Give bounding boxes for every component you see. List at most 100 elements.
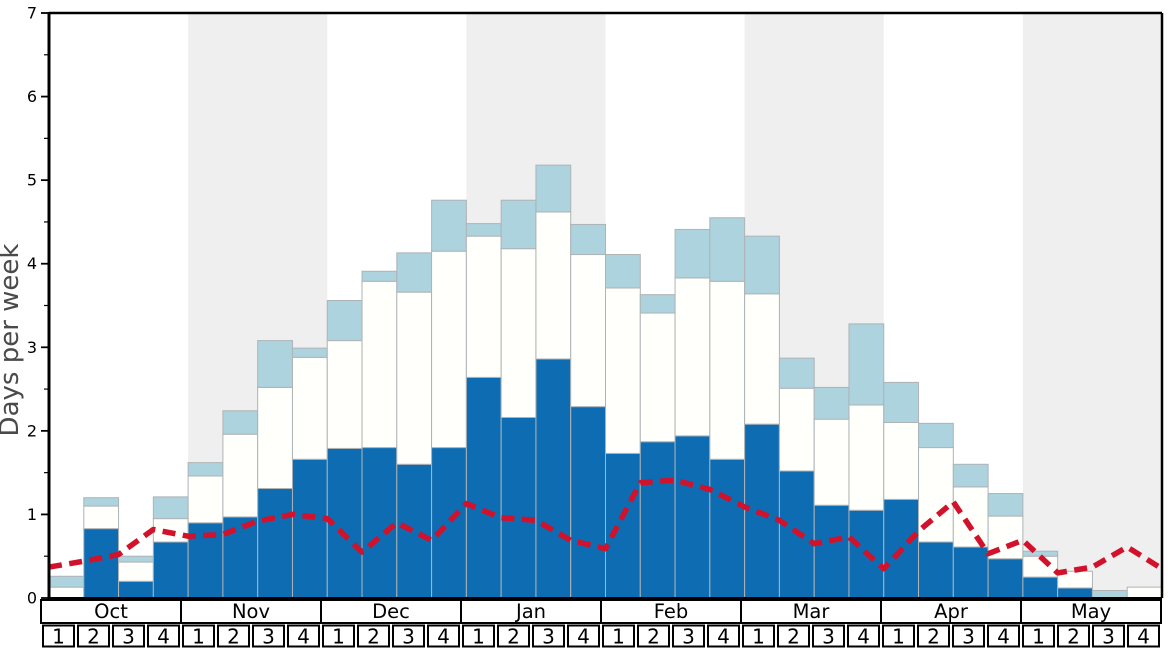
week-box-apr-4: [987, 624, 1020, 648]
bar-apr-wk4-light-blue-segment: [987, 493, 1024, 517]
week-box-oct-4: [147, 624, 180, 648]
bar-oct-wk4-dark-blue-segment: [152, 541, 189, 599]
week-label-oct-2: 2: [87, 625, 100, 648]
bar-oct-wk2-light-blue-segment: [83, 497, 120, 507]
bar-oct-wk3-light-blue-segment: [118, 555, 154, 563]
bar-dec-wk2-dark-blue-segment: [361, 447, 398, 599]
week-label-apr-2: 2: [927, 625, 940, 648]
bar-mar-wk1-light-blue-segment: [744, 235, 780, 295]
week-box-oct-1: [42, 624, 75, 648]
week-box-feb-3: [672, 624, 705, 648]
bar-mar-wk3-white-segment: [813, 418, 850, 506]
bar-nov-wk4-dark-blue-segment: [291, 458, 328, 599]
bar-jan-wk1-white-segment: [465, 235, 502, 378]
month-box-may: [1020, 599, 1162, 624]
month-label-apr: Apr: [934, 600, 969, 623]
bar-nov-wk3-white-segment: [257, 386, 293, 490]
bar-jan-wk1-dark-blue-segment: [465, 376, 502, 599]
month-label-mar: Mar: [793, 600, 831, 623]
bar-feb-wk1-light-blue-segment: [605, 254, 641, 289]
week-box-dec-4: [427, 624, 460, 648]
y-tick-label-2: 2: [27, 421, 37, 440]
y-tick-label-6: 6: [27, 87, 37, 106]
bar-dec-wk1-light-blue-segment: [326, 299, 363, 342]
bar-nov-wk4-light-blue-segment: [291, 347, 328, 358]
week-label-apr-1: 1: [892, 625, 905, 648]
week-label-oct-4: 4: [157, 625, 170, 648]
week-box-feb-4: [707, 624, 740, 648]
bar-apr-wk3-dark-blue-segment: [952, 546, 989, 599]
bar-nov-wk1-white-segment: [187, 475, 224, 524]
bar-mar-wk4-light-blue-segment: [848, 323, 885, 406]
week-box-nov-2: [217, 624, 250, 648]
week-label-apr-4: 4: [997, 625, 1010, 648]
week-box-dec-3: [392, 624, 425, 648]
bar-jan-wk1-light-blue-segment: [465, 223, 502, 237]
bar-feb-wk2-white-segment: [639, 312, 676, 443]
week-label-may-1: 1: [1032, 625, 1045, 648]
shaded-band-may: [1022, 14, 1162, 598]
week-box-feb-2: [637, 624, 670, 648]
week-box-may-4: [1127, 624, 1160, 648]
bar-nov-wk3-light-blue-segment: [257, 340, 293, 388]
bar-dec-wk4-dark-blue-segment: [431, 447, 467, 599]
bar-feb-wk2-light-blue-segment: [639, 294, 676, 314]
week-box-mar-1: [742, 624, 775, 648]
bar-apr-wk4-dark-blue-segment: [987, 558, 1024, 599]
bar-dec-wk2-light-blue-segment: [361, 270, 398, 282]
bar-may-wk1-light-blue-segment: [1022, 550, 1059, 557]
bar-oct-wk2-white-segment: [83, 505, 120, 530]
week-box-dec-1: [322, 624, 355, 648]
bar-nov-wk2-white-segment: [222, 433, 259, 518]
bar-apr-wk1-light-blue-segment: [883, 381, 920, 424]
bar-oct-wk3-white-segment: [118, 561, 154, 582]
y-axis-title: Days per week: [0, 244, 25, 437]
month-label-oct: Oct: [94, 600, 128, 623]
week-label-nov-3: 3: [262, 625, 275, 648]
bar-may-wk4-white-segment: [1126, 586, 1163, 599]
bar-nov-wk1-light-blue-segment: [187, 462, 224, 477]
month-label-dec: Dec: [372, 600, 410, 623]
month-label-feb: Feb: [654, 600, 689, 623]
y-tick-label-0: 0: [27, 589, 37, 608]
bar-nov-wk2-dark-blue-segment: [222, 516, 259, 599]
bar-mar-wk3-light-blue-segment: [813, 386, 850, 420]
bar-oct-wk1-light-blue-segment: [48, 575, 85, 588]
bar-may-wk3-light-blue-segment: [1091, 589, 1128, 599]
week-label-apr-3: 3: [962, 625, 975, 648]
bar-nov-wk2-light-blue-segment: [222, 410, 259, 435]
bar-feb-wk3-white-segment: [674, 277, 711, 437]
bar-dec-wk2-white-segment: [361, 280, 398, 449]
month-label-nov: Nov: [232, 600, 270, 623]
week-label-dec-3: 3: [402, 625, 415, 648]
bar-mar-wk2-white-segment: [778, 387, 815, 472]
week-label-jan-4: 4: [577, 625, 590, 648]
week-label-mar-1: 1: [752, 625, 765, 648]
y-tick-label-5: 5: [27, 171, 37, 190]
bar-jan-wk2-dark-blue-segment: [500, 416, 537, 599]
week-label-dec-1: 1: [332, 625, 345, 648]
y-tick-label-3: 3: [27, 338, 37, 357]
bar-oct-wk2-dark-blue-segment: [83, 528, 120, 599]
bar-dec-wk4-white-segment: [431, 250, 467, 449]
bar-dec-wk3-light-blue-segment: [396, 252, 433, 293]
week-box-jan-3: [532, 624, 565, 648]
week-label-jan-2: 2: [507, 625, 520, 648]
bar-jan-wk2-white-segment: [500, 248, 537, 418]
week-box-mar-2: [777, 624, 810, 648]
week-label-dec-4: 4: [437, 625, 450, 648]
y-tick-label-1: 1: [27, 505, 37, 524]
week-label-nov-2: 2: [227, 625, 240, 648]
bar-dec-wk1-white-segment: [326, 340, 363, 449]
week-label-mar-4: 4: [857, 625, 870, 648]
week-label-nov-4: 4: [297, 625, 310, 648]
bar-oct-wk4-light-blue-segment: [152, 496, 189, 520]
week-box-nov-1: [182, 624, 215, 648]
bar-may-wk2-dark-blue-segment: [1057, 587, 1093, 599]
week-label-dec-2: 2: [367, 625, 380, 648]
week-label-jan-1: 1: [472, 625, 485, 648]
week-box-apr-1: [882, 624, 915, 648]
week-label-may-3: 3: [1102, 625, 1115, 648]
month-label-jan: Jan: [514, 600, 546, 623]
